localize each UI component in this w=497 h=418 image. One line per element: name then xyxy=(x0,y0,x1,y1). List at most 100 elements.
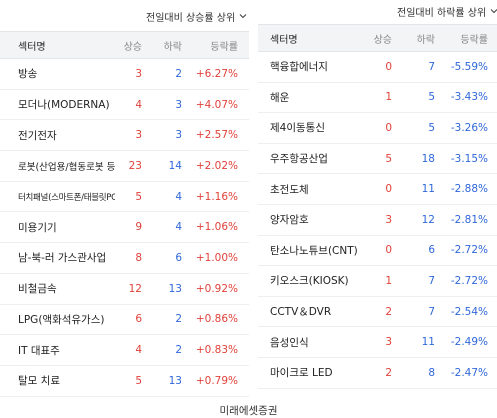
down-count: 12 xyxy=(421,213,435,226)
down-count: 14 xyxy=(168,159,182,172)
source-footer: 미래에셋증권 xyxy=(219,405,278,417)
down-count: 7 xyxy=(428,274,435,287)
table-row[interactable]: 방송 3 2 +6.27% xyxy=(0,59,249,90)
up-count: 4 xyxy=(135,344,142,357)
rising-sort-label: 전일대비 상승률 상위 xyxy=(146,13,236,24)
table-row[interactable]: 우주항공산업 5 18 -3.15% xyxy=(258,144,497,175)
sector-name: 키오스크(KIOSK) xyxy=(270,275,349,288)
table-row[interactable]: 초전도체 0 11 -2.88% xyxy=(258,174,497,205)
table-header: 섹터명 상승 하락 등락률 xyxy=(0,31,249,59)
down-count: 3 xyxy=(175,98,182,111)
table-row[interactable]: 해운 1 5 -3.43% xyxy=(258,83,497,114)
table-row[interactable]: 탈모 치료 5 13 +0.79% xyxy=(0,366,249,397)
up-count: 3 xyxy=(135,129,142,142)
down-count: 7 xyxy=(428,305,435,318)
up-count: 5 xyxy=(135,190,142,203)
sector-name: 전기전자 xyxy=(18,129,57,142)
sector-name: 우주항공산업 xyxy=(270,153,328,166)
change-rate: +4.07% xyxy=(195,98,238,111)
down-count: 13 xyxy=(168,374,182,387)
table-row[interactable]: IT 대표주 4 2 +0.83% xyxy=(0,335,249,366)
table-row[interactable]: CCTV＆DVR 2 7 -2.54% xyxy=(258,297,497,328)
up-count: 9 xyxy=(135,221,142,234)
down-count: 18 xyxy=(421,152,435,165)
change-rate: -3.26% xyxy=(450,121,488,134)
down-count: 6 xyxy=(428,244,435,257)
down-count: 11 xyxy=(421,183,435,196)
sector-name: 로봇(산업용/협동로봇 등) xyxy=(18,161,115,173)
down-count: 7 xyxy=(428,60,435,73)
table-row[interactable]: 전기전자 3 3 +2.57% xyxy=(0,120,249,152)
change-rate: -2.47% xyxy=(450,366,488,379)
down-count: 4 xyxy=(175,190,182,203)
change-rate: -2.81% xyxy=(450,213,488,226)
table-header: 섹터명 상승 하락 등락률 xyxy=(258,24,497,52)
sector-name: 탄소나노튜브(CNT) xyxy=(270,244,358,257)
up-count: 5 xyxy=(385,152,392,165)
down-count: 5 xyxy=(428,121,435,134)
chevron-down-icon xyxy=(490,6,497,17)
change-rate: +2.57% xyxy=(195,129,238,142)
change-rate: -2.72% xyxy=(450,244,488,257)
header-up-count: 상승 xyxy=(123,41,142,53)
falling-sort-label: 전일대비 하락률 상위 xyxy=(397,8,487,19)
sector-name: 터치패널(스마트폰/태블릿PC 등) xyxy=(18,192,115,203)
sector-name: IT 대표주 xyxy=(18,344,60,357)
up-count: 3 xyxy=(385,336,392,349)
table-row[interactable]: 마이크로 LED 2 8 -2.47% xyxy=(258,358,497,389)
header-change-rate: 등락률 xyxy=(460,34,488,46)
change-rate: -2.54% xyxy=(450,305,488,318)
table-row[interactable]: LPG(액화석유가스) 6 2 +0.86% xyxy=(0,305,249,336)
up-count: 1 xyxy=(385,91,392,104)
table-row[interactable]: 남-북-러 가스관사업 8 6 +1.00% xyxy=(0,243,249,274)
change-rate: +1.00% xyxy=(195,251,238,264)
table-row[interactable]: 탄소나노튜브(CNT) 0 6 -2.72% xyxy=(258,236,497,267)
down-count: 5 xyxy=(428,91,435,104)
header-down-count: 하락 xyxy=(163,41,182,53)
header-change-rate: 등락률 xyxy=(210,41,238,53)
table-row[interactable]: 비철금속 12 13 +0.92% xyxy=(0,274,249,305)
down-count: 11 xyxy=(421,336,435,349)
table-row[interactable]: 모더나(MODERNA) 4 3 +4.07% xyxy=(0,90,249,121)
change-rate: -2.88% xyxy=(450,183,488,196)
table-row[interactable]: 음성인식 3 11 -2.49% xyxy=(258,327,497,358)
up-count: 4 xyxy=(135,98,142,111)
up-count: 1 xyxy=(385,274,392,287)
table-row[interactable]: 로봇(산업용/협동로봇 등) 23 14 +2.02% xyxy=(0,151,249,182)
header-sector-name: 섹터명 xyxy=(270,34,298,46)
table-row[interactable]: 핵융합에너지 0 7 -5.59% xyxy=(258,52,497,83)
header-down-count: 하락 xyxy=(416,34,435,46)
down-count: 3 xyxy=(175,129,182,142)
sector-name: 탈모 치료 xyxy=(18,375,60,388)
table-row[interactable]: 양자암호 3 12 -2.81% xyxy=(258,205,497,236)
down-count: 2 xyxy=(175,67,182,80)
sector-name: 미용기기 xyxy=(18,221,57,234)
change-rate: -5.59% xyxy=(450,60,488,73)
down-count: 2 xyxy=(175,313,182,326)
up-count: 3 xyxy=(385,213,392,226)
sector-name: 방송 xyxy=(18,68,38,81)
sector-name: 음성인식 xyxy=(270,336,309,349)
sector-name: 남-북-러 가스관사업 xyxy=(18,252,107,265)
rising-sectors-table: 섹터명 상승 하락 등락률 방송 3 2 +6.27% 모더나(MODERNA)… xyxy=(0,31,249,397)
table-row[interactable]: 미용기기 9 4 +1.06% xyxy=(0,212,249,244)
table-row[interactable]: 터치패널(스마트폰/태블릿PC 등) 5 4 +1.16% xyxy=(0,182,249,213)
change-rate: +0.79% xyxy=(195,374,238,387)
change-rate: +1.06% xyxy=(195,221,238,234)
sector-name: 양자암호 xyxy=(270,214,309,227)
table-row[interactable]: 키오스크(KIOSK) 1 7 -2.72% xyxy=(258,266,497,297)
down-count: 13 xyxy=(168,282,182,295)
rising-sort-dropdown[interactable]: 전일대비 상승률 상위 xyxy=(146,9,247,24)
change-rate: -3.15% xyxy=(450,152,488,165)
sector-name: CCTV＆DVR xyxy=(270,306,332,319)
up-count: 3 xyxy=(135,67,142,80)
down-count: 4 xyxy=(175,221,182,234)
change-rate: +2.02% xyxy=(195,159,238,172)
table-row[interactable]: 제4이동통신 0 5 -3.26% xyxy=(258,113,497,144)
sector-name: 마이크로 LED xyxy=(270,367,333,380)
down-count: 6 xyxy=(175,251,182,264)
falling-sort-dropdown[interactable]: 전일대비 하락률 상위 xyxy=(397,4,497,19)
sector-name: 핵융합에너지 xyxy=(270,61,328,74)
sector-name: 초전도체 xyxy=(270,183,309,196)
change-rate: -2.49% xyxy=(450,336,488,349)
